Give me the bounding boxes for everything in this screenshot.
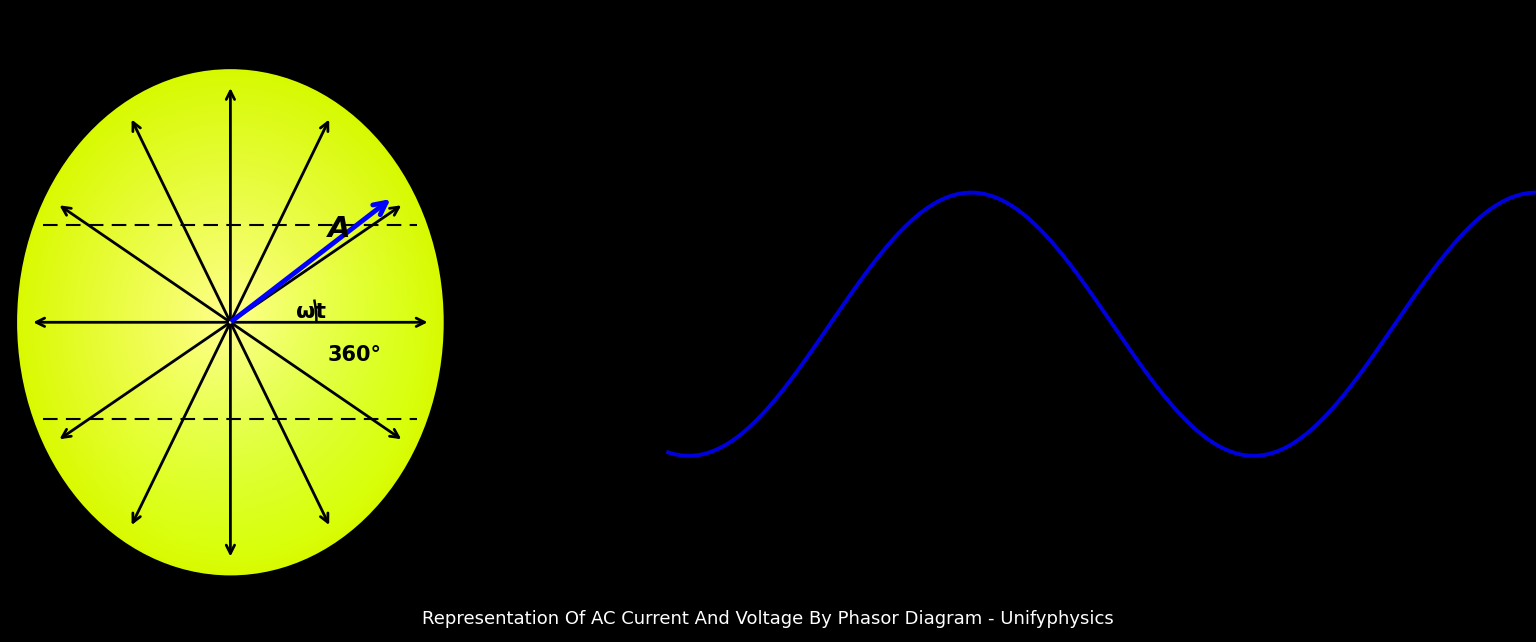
Text: A: A <box>329 215 350 243</box>
Text: 360°: 360° <box>327 345 381 365</box>
Text: ωt: ωt <box>296 302 326 322</box>
Text: Representation Of AC Current And Voltage By Phasor Diagram - Unifyphysics: Representation Of AC Current And Voltage… <box>422 610 1114 628</box>
